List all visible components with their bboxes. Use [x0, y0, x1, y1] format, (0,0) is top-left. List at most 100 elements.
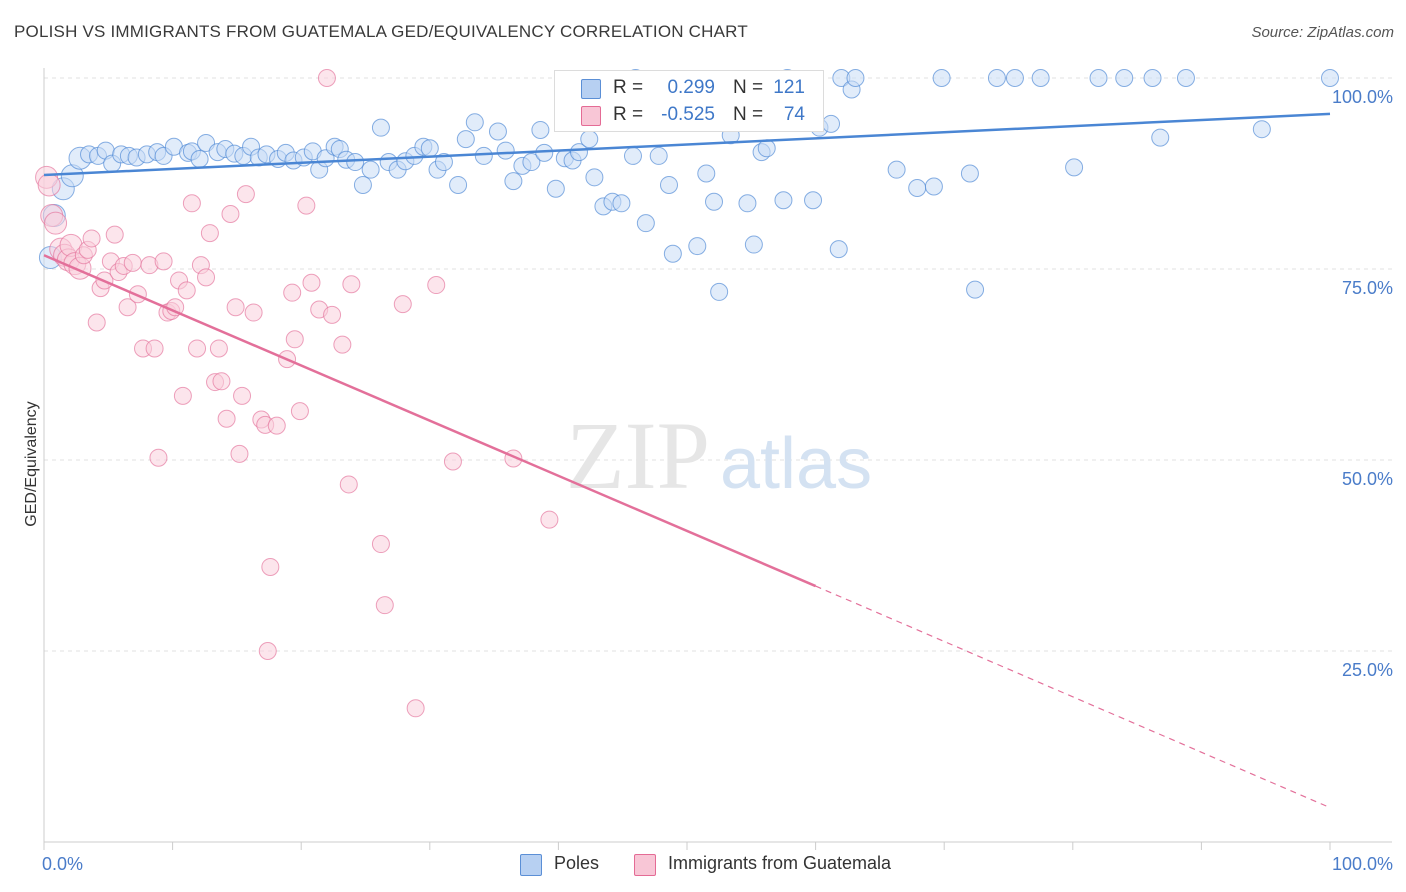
y-tick-label: 50.0%: [1342, 469, 1393, 489]
data-point-poles: [829, 240, 848, 259]
data-point-guatemala: [145, 339, 164, 358]
data-point-poles: [434, 153, 453, 172]
legend-n-value: 121: [773, 77, 805, 98]
data-point-poles: [585, 168, 604, 187]
data-point-guatemala: [37, 173, 61, 197]
data-point-poles: [908, 179, 927, 198]
data-point-poles: [580, 130, 599, 149]
data-point-poles: [371, 118, 390, 137]
data-point-poles: [1143, 69, 1162, 87]
data-point-poles: [546, 179, 565, 198]
data-point-poles: [456, 130, 475, 149]
data-point-guatemala: [297, 196, 316, 215]
data-point-guatemala: [427, 276, 446, 295]
data-point-poles: [190, 149, 209, 168]
legend-row-guatemala: R = -0.525 N = 74: [555, 102, 823, 128]
data-point-poles: [932, 69, 951, 87]
watermark-atlas: atlas: [720, 424, 872, 504]
data-point-guatemala: [261, 557, 280, 576]
data-point-poles: [449, 175, 468, 194]
series-label-poles: Poles: [554, 853, 600, 873]
data-point-poles: [774, 191, 793, 210]
data-point-guatemala: [333, 335, 352, 354]
data-point-poles: [1065, 158, 1084, 177]
data-point-guatemala: [342, 275, 361, 294]
points-layer: [35, 69, 1339, 718]
data-point-poles: [846, 69, 865, 87]
legend-swatch-poles: [581, 79, 601, 99]
data-point-guatemala: [154, 252, 173, 271]
data-point-guatemala: [44, 211, 68, 235]
data-point-poles: [924, 177, 943, 196]
data-point-poles: [569, 143, 588, 162]
data-point-guatemala: [393, 295, 412, 314]
data-point-guatemala: [258, 642, 277, 660]
data-point-poles: [987, 69, 1006, 87]
data-point-poles: [663, 244, 682, 263]
data-point-guatemala: [123, 253, 142, 272]
chart-source: Source: ZipAtlas.com: [1251, 24, 1394, 41]
axis-layer: [43, 68, 1392, 850]
data-point-poles: [612, 194, 631, 213]
legend-r-value: 0.299: [667, 77, 715, 98]
data-point-poles: [966, 280, 985, 299]
legend-n-value: 74: [783, 104, 805, 125]
watermark-zip: ZIP: [566, 402, 710, 509]
data-point-guatemala: [105, 225, 124, 244]
data-point-guatemala: [217, 409, 236, 428]
series-swatch-poles: [520, 854, 542, 876]
data-point-poles: [1115, 69, 1134, 87]
legend-swatch-guatemala: [581, 106, 601, 126]
data-point-poles: [465, 113, 484, 132]
data-point-poles: [744, 235, 763, 254]
x-tick-label-max: 100.0%: [1332, 854, 1393, 874]
trend-line-guatemala: [43, 254, 817, 588]
data-point-guatemala: [302, 273, 321, 292]
data-point-poles: [522, 153, 541, 172]
data-point-poles: [659, 175, 678, 194]
data-point-guatemala: [200, 224, 219, 243]
data-point-guatemala: [540, 510, 559, 529]
data-point-poles: [346, 153, 365, 172]
data-point-guatemala: [283, 283, 302, 302]
y-tick-label: 100.0%: [1332, 87, 1393, 107]
data-point-poles: [623, 146, 642, 165]
legend-n-label: N =: [733, 104, 764, 125]
data-point-guatemala: [82, 229, 101, 248]
correlation-legend: R = 0.299 N = 121 R = -0.525 N = 74: [554, 70, 824, 132]
data-point-guatemala: [87, 313, 106, 332]
data-point-poles: [688, 237, 707, 256]
data-point-poles: [361, 160, 380, 179]
data-point-poles: [474, 146, 493, 165]
x-tick-label-min: 0.0%: [42, 854, 83, 874]
legend-row-poles: R = 0.299 N = 121: [555, 75, 823, 101]
data-point-poles: [822, 114, 841, 133]
data-point-guatemala: [177, 281, 196, 300]
data-point-guatemala: [212, 372, 231, 391]
data-point-poles: [535, 143, 554, 162]
data-point-guatemala: [233, 386, 252, 405]
data-point-poles: [1031, 69, 1050, 87]
data-point-poles: [804, 191, 823, 210]
data-point-poles: [353, 175, 372, 194]
data-point-guatemala: [317, 69, 336, 87]
data-point-poles: [1176, 69, 1195, 87]
data-point-poles: [649, 146, 668, 165]
data-point-guatemala: [323, 305, 342, 324]
y-tick-label: 75.0%: [1342, 278, 1393, 298]
data-point-guatemala: [173, 386, 192, 405]
tick-label-layer: 100.0% 75.0% 50.0% 25.0% 0.0% 100.0%: [42, 87, 1393, 874]
trend-layer: [43, 112, 1331, 809]
legend-r-label: R =: [613, 104, 644, 125]
trend-line-poles: [43, 112, 1331, 177]
data-point-guatemala: [339, 475, 358, 494]
series-label-guatemala: Immigrants from Guatemala: [668, 853, 892, 873]
trend-line-extension-guatemala: [815, 585, 1331, 809]
series-legend: Poles Immigrants from Guatemala: [0, 852, 1406, 878]
data-point-poles: [504, 172, 523, 191]
data-point-poles: [1321, 69, 1339, 87]
data-point-poles: [960, 164, 979, 183]
legend-r-value: -0.525: [661, 104, 715, 125]
data-point-guatemala: [118, 298, 137, 317]
